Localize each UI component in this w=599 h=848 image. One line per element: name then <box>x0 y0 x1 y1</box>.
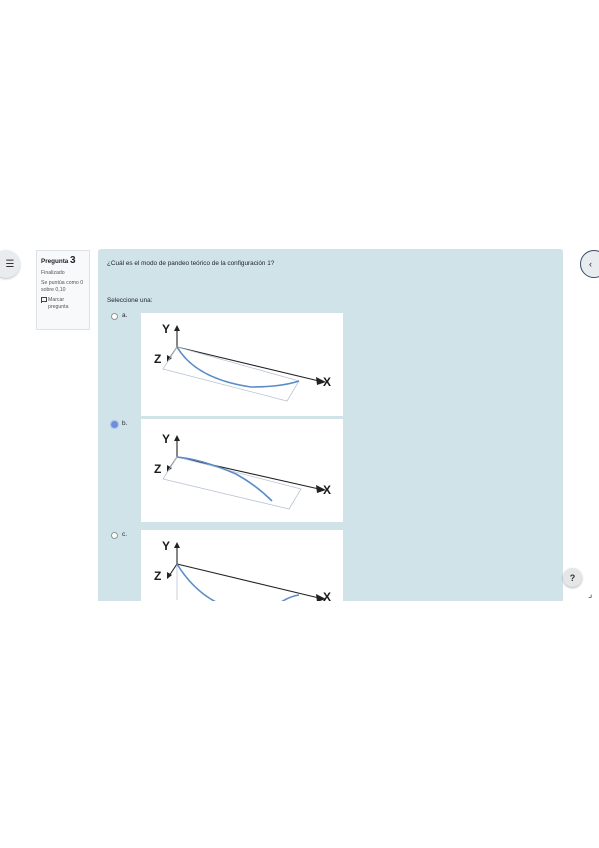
question-grade: Se puntúa como 0 sobre 0,10 <box>41 279 84 293</box>
question-info-panel: Pregunta 3 Finalizado Se puntúa como 0 s… <box>36 250 90 330</box>
y-label: Y <box>162 539 170 553</box>
z-label: Z <box>154 352 161 366</box>
x-axis <box>176 346 320 382</box>
flag-question-label: Marcar pregunta <box>48 296 69 310</box>
x-label: X <box>323 375 331 389</box>
nav-drawer-button[interactable]: ‹ <box>580 250 599 278</box>
base-plane <box>162 346 300 402</box>
option-a-letter: a. <box>122 312 128 319</box>
y-label: Y <box>162 322 170 336</box>
flag-question-link[interactable]: Marcar pregunta <box>41 296 85 311</box>
z-label: Z <box>154 462 161 476</box>
z-arrow <box>167 572 172 579</box>
question-text: ¿Cuál es el modo de pandeo teórico de la… <box>107 260 275 267</box>
y-arrow <box>174 435 180 441</box>
option-c-letter: c. <box>122 531 127 538</box>
buckling-curve-left <box>176 563 216 601</box>
y-arrow <box>174 542 180 548</box>
z-axis <box>168 563 178 577</box>
base-plane <box>162 456 302 510</box>
y-label: Y <box>162 432 170 446</box>
list-icon: ☰ <box>5 258 15 270</box>
x-label: X <box>323 590 331 601</box>
option-c-figure: Y Z X <box>141 530 343 601</box>
x-label: X <box>323 483 331 497</box>
x-arrow <box>316 594 326 601</box>
z-label: Z <box>154 569 161 583</box>
x-arrow <box>316 485 326 493</box>
answer-prompt: Seleccione una: <box>107 297 153 304</box>
resize-corner-icon: ⌟ <box>588 589 593 599</box>
y-arrow <box>174 325 180 331</box>
buckling-curve <box>176 346 300 388</box>
option-b-letter: b. <box>122 420 128 427</box>
buckling-curve-right <box>281 594 300 601</box>
x-axis <box>176 456 320 490</box>
help-button[interactable]: ? <box>563 568 582 587</box>
x-arrow <box>316 377 326 385</box>
option-b-radio[interactable] <box>111 421 118 428</box>
option-b-figure: Y Z X <box>141 419 343 522</box>
option-a-figure: Y Z X <box>141 313 343 416</box>
chevron-left-icon: ‹ <box>589 259 592 269</box>
question-mark-icon: ? <box>569 572 576 583</box>
question-state: Finalizado <box>41 269 65 276</box>
flag-icon <box>41 296 47 303</box>
question-number: Pregunta 3 <box>41 255 76 266</box>
x-axis <box>176 563 320 599</box>
question-content: ¿Cuál es el modo de pandeo teórico de la… <box>98 249 563 601</box>
option-a-radio[interactable] <box>111 313 118 320</box>
drawer-toggle-button[interactable]: ☰ <box>0 250 20 278</box>
option-c-radio[interactable] <box>111 532 118 539</box>
buckling-curve <box>176 456 273 502</box>
